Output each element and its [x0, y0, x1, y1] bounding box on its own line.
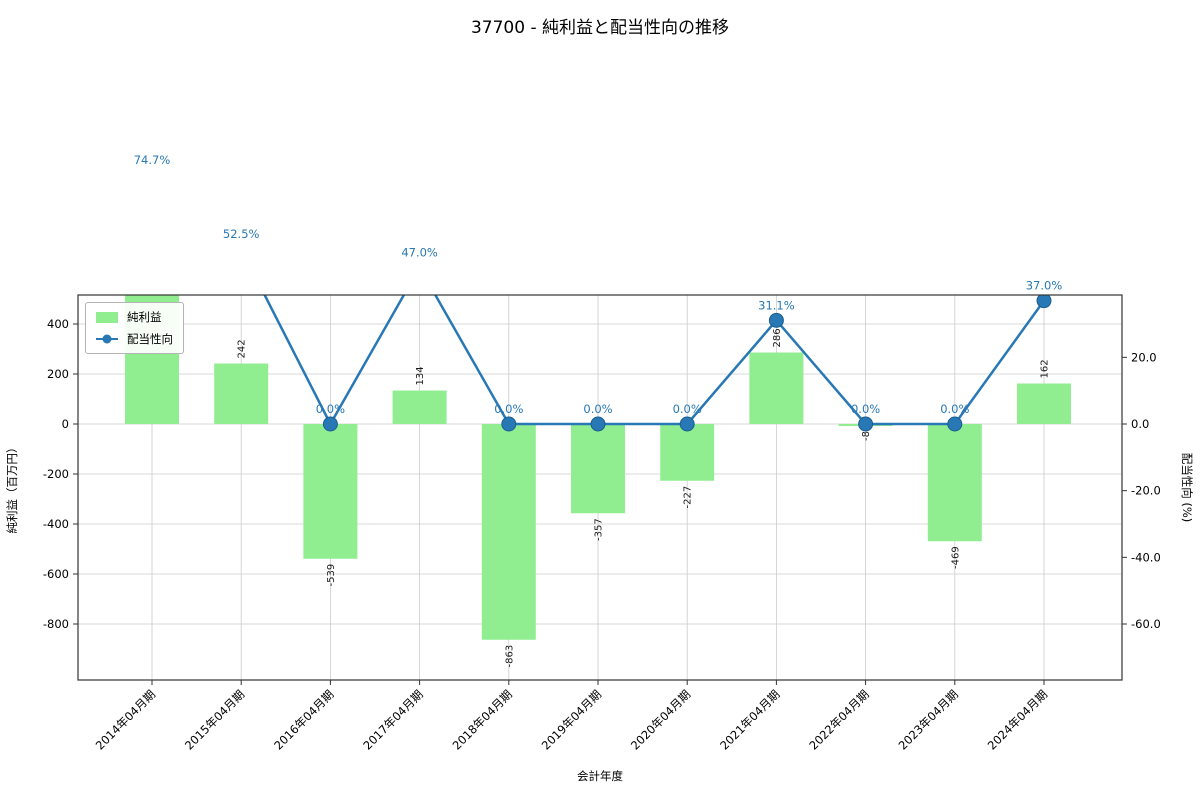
svg-text:2021年04月期: 2021年04月期	[717, 687, 782, 752]
svg-text:2022年04月期: 2022年04月期	[806, 687, 871, 752]
x-axis-title: 会計年度	[577, 769, 623, 783]
payout-marker	[322, 416, 338, 432]
svg-text:162: 162	[1040, 359, 1051, 378]
svg-text:-800: -800	[43, 617, 69, 631]
svg-text:0.0%: 0.0%	[316, 402, 345, 416]
legend-item-payout-ratio: 配当性向	[96, 331, 173, 347]
svg-text:0.0%: 0.0%	[940, 402, 969, 416]
plot-border	[77, 294, 1123, 681]
svg-text:242: 242	[237, 339, 248, 358]
net-income-bar	[749, 352, 804, 424]
svg-text:0.0%: 0.0%	[494, 402, 523, 416]
y-axis-title-right: 配当性向 (%)	[1180, 453, 1194, 523]
chart-title: 37700 - 純利益と配当性向の推移	[470, 18, 730, 38]
legend-item-net-income: 純利益	[96, 309, 173, 325]
svg-text:-600: -600	[43, 567, 69, 581]
svg-text:-469: -469	[950, 546, 961, 569]
payout-marker	[501, 416, 517, 432]
legend-label-payout-ratio: 配当性向	[127, 332, 173, 346]
svg-text:2017年04月期: 2017年04月期	[360, 687, 425, 752]
svg-text:37.0%: 37.0%	[1026, 279, 1063, 293]
bar-swatch-icon	[96, 311, 118, 323]
svg-text:52.5%: 52.5%	[223, 227, 260, 241]
svg-text:31.1%: 31.1%	[758, 298, 795, 312]
payout-marker	[768, 312, 784, 328]
svg-text:2020年04月期: 2020年04月期	[628, 687, 693, 752]
svg-text:134: 134	[415, 366, 426, 385]
svg-text:400: 400	[47, 317, 69, 331]
net-income-bar	[571, 424, 625, 514]
net-income-bar	[1017, 383, 1071, 424]
payout-marker	[858, 416, 874, 432]
svg-text:20.0: 20.0	[1131, 350, 1157, 364]
bar-value-labels: 242 -539 134 -863 -357 -227 286 -8 -469 162	[237, 328, 1051, 667]
net-income-bar	[927, 424, 982, 542]
svg-text:2015年04月期: 2015年04月期	[182, 687, 247, 752]
payout-marker	[947, 416, 963, 432]
svg-text:-20.0: -20.0	[1131, 484, 1161, 498]
svg-text:286: 286	[772, 328, 783, 347]
svg-text:2018年04月期: 2018年04月期	[450, 687, 515, 752]
line-marker-swatch-icon	[96, 333, 118, 346]
net-income-bar	[214, 363, 269, 424]
payout-marker	[590, 416, 606, 432]
net-income-bars	[125, 295, 1071, 640]
svg-text:2023年04月期: 2023年04月期	[896, 687, 961, 752]
svg-text:2019年04月期: 2019年04月期	[539, 687, 604, 752]
axis-tick-marks	[73, 323, 1127, 685]
svg-text:2016年04月期: 2016年04月期	[271, 687, 336, 752]
svg-text:-8: -8	[861, 431, 872, 441]
payout-marker	[234, 242, 248, 256]
svg-text:0.0%: 0.0%	[673, 402, 702, 416]
svg-text:74.7%: 74.7%	[134, 153, 171, 167]
svg-text:-40.0: -40.0	[1131, 550, 1161, 564]
svg-text:0: 0	[62, 417, 69, 431]
svg-text:200: 200	[47, 367, 69, 381]
svg-text:2024年04月期: 2024年04月期	[985, 687, 1050, 752]
svg-text:-227: -227	[683, 486, 694, 509]
svg-text:2014年04月期: 2014年04月期	[93, 687, 158, 752]
payout-marker	[679, 416, 695, 432]
svg-text:-200: -200	[43, 467, 69, 481]
net-income-bar	[660, 424, 715, 481]
svg-text:0.0: 0.0	[1131, 417, 1149, 431]
svg-text:-539: -539	[326, 564, 337, 587]
payout-marker	[1036, 295, 1052, 309]
svg-text:0.0%: 0.0%	[851, 402, 880, 416]
net-income-bar	[303, 424, 358, 559]
net-income-bar	[481, 424, 536, 640]
svg-text:-863: -863	[504, 645, 515, 668]
payout-marker	[145, 168, 159, 182]
payout-line-group	[145, 168, 1052, 432]
svg-text:-60.0: -60.0	[1131, 617, 1161, 631]
payout-annotations: 74.7% 52.5% 0.0% 47.0% 0.0% 0.0% 0.0% 31.1% 0.0%…	[134, 153, 1063, 416]
svg-text:-357: -357	[594, 518, 605, 541]
svg-text:0.0%: 0.0%	[583, 402, 612, 416]
svg-text:47.0%: 47.0%	[401, 245, 438, 259]
y-axis-title-left: 純利益（百万円）	[5, 442, 19, 534]
legend: 純利益 配当性向	[85, 302, 184, 354]
net-income-bar	[392, 390, 447, 424]
payout-marker	[413, 260, 427, 274]
legend-label-net-income: 純利益	[127, 310, 162, 324]
svg-text:-400: -400	[43, 517, 69, 531]
